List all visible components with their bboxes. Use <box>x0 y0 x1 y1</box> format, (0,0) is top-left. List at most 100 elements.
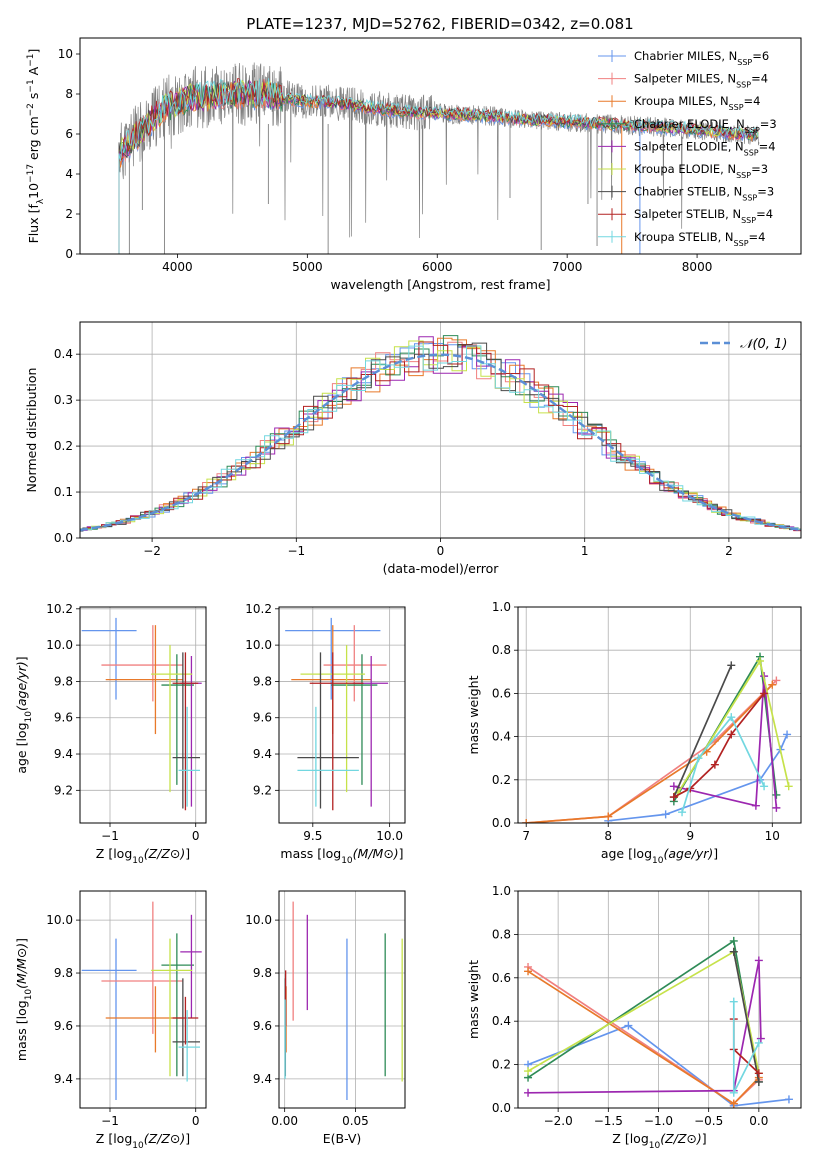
y-tick-label: 0.8 <box>492 927 511 941</box>
weight-point <box>694 754 703 763</box>
label-part: mass [log <box>14 1000 29 1061</box>
legend-label: Salpeter MILES, NSSP=4 <box>634 72 768 90</box>
y-tick-label: 10.2 <box>245 602 272 616</box>
x-tick-label: −0.5 <box>694 1114 723 1128</box>
y-tick-label: 9.4 <box>54 1072 73 1086</box>
legend-label: 𝒩(0, 1) <box>740 337 787 352</box>
legend-model-name: Kroupa MILES, N <box>634 94 729 108</box>
y-tick-label: 0.4 <box>54 347 73 361</box>
legend-subscript: SSP <box>745 125 760 134</box>
legend-model-name: Kroupa STELIB, N <box>634 230 734 244</box>
weight-point <box>729 936 738 945</box>
x-tick-label: 8 <box>604 829 612 843</box>
label-subscript: 10 <box>341 856 353 866</box>
y-tick-label: 0.0 <box>492 1101 511 1115</box>
weight-point <box>729 947 738 956</box>
x-axis-label: age [log10(age/yr)] <box>601 846 718 866</box>
axes-frame <box>278 606 406 824</box>
legend-nssp: =4 <box>751 72 768 86</box>
label-subscript: 10 <box>652 856 664 866</box>
weight-point <box>524 1088 533 1097</box>
mass-vs-extinction-panel: 0.00 0.05 9.4 9.6 9.8 10.0 E(B-V) <box>245 890 406 1146</box>
axes-frame <box>79 890 207 1109</box>
y-label-part: −2 <box>26 103 36 116</box>
y-tick-label: 9.2 <box>253 783 272 797</box>
legend-model-name: Chabrier ELODIE, N <box>634 117 745 131</box>
label-part: ] <box>702 1131 707 1146</box>
x-axis-label: E(B-V) <box>323 1131 362 1146</box>
x-tick-label: −1.5 <box>594 1114 623 1128</box>
model-spectrum-kroupa-stelib <box>118 78 759 254</box>
weight-point <box>754 1077 763 1086</box>
legend-subscript: SSP <box>734 238 749 247</box>
label-part: (M/M⊙) <box>353 846 399 861</box>
y-tick-label: 9.8 <box>253 674 272 688</box>
x-tick-label: −1 <box>101 1114 119 1128</box>
weight-line-salpeter-elodie <box>527 960 762 1094</box>
label-part: ] <box>14 938 29 943</box>
weight-point <box>755 657 764 665</box>
legend-model-name: Salpeter MILES, N <box>634 72 736 86</box>
y-tick-label: 0.4 <box>492 730 511 744</box>
axes-frame <box>278 890 406 1109</box>
legend-subscript: SSP <box>736 80 751 89</box>
x-tick-label: 2 <box>725 544 733 558</box>
weight-point <box>669 793 678 802</box>
y-tick-label: 10.0 <box>245 913 272 927</box>
x-tick-label: −1 <box>287 544 305 558</box>
x-tick-label: 5000 <box>292 260 323 274</box>
legend-label: Salpeter STELIB, NSSP=4 <box>634 207 773 225</box>
weight-line-chabrier-stelib <box>673 664 733 798</box>
label-subscript: 10 <box>132 856 144 866</box>
y-axis-label: mass weight <box>466 675 481 754</box>
legend-label: Chabrier STELIB, NSSP=3 <box>634 185 774 203</box>
x-tick-label: 4000 <box>162 260 193 274</box>
x-tick-label: −1 <box>101 829 119 843</box>
legend-subscript: SSP <box>744 148 759 157</box>
x-tick-label: 0 <box>192 1114 200 1128</box>
axes-frame <box>517 890 802 1109</box>
y-label-part: 10 <box>26 183 41 199</box>
label-part: (age/yr) <box>663 846 713 861</box>
x-axis-label: Z [log10(Z/Z⊙)] <box>612 1131 706 1151</box>
y-label-part: −1 <box>26 79 36 92</box>
y-tick-label: 4 <box>65 167 73 181</box>
label-part: ] <box>185 1131 190 1146</box>
weight-point <box>524 1067 533 1076</box>
x-tick-label: 0.05 <box>342 1114 369 1128</box>
x-tick-label: −2 <box>143 544 161 558</box>
y-tick-label: 0.2 <box>492 773 511 787</box>
y-label-part: A <box>26 66 41 79</box>
y-axis-label: age [log10(age/yr)] <box>14 656 34 773</box>
y-axis-label: mass weight <box>466 960 481 1039</box>
weight-point <box>768 680 777 689</box>
x-tick-label: 0.0 <box>749 1114 768 1128</box>
legend-model-name: Salpeter ELODIE, N <box>634 139 744 153</box>
label-subscript: 10 <box>24 989 34 1001</box>
y-tick-label: 10.0 <box>46 638 73 652</box>
x-axis-label: wavelength [Angstrom, rest frame] <box>330 277 550 292</box>
weight-line-chabrier-stelib <box>732 951 760 1083</box>
label-part: (Z/Z⊙) <box>660 1131 702 1146</box>
label-part: (age/yr) <box>14 661 29 711</box>
legend-label: Kroupa STELIB, NSSP=4 <box>634 230 765 248</box>
label-part: (Z/Z⊙) <box>144 846 186 861</box>
weight-point <box>678 808 687 817</box>
label-part: ] <box>713 846 718 861</box>
legend-subscript: SSP <box>729 103 744 112</box>
legend-label: Kroupa ELODIE, NSSP=3 <box>634 162 768 180</box>
legend-subscript: SSP <box>741 216 756 225</box>
x-tick-label: 0 <box>437 544 445 558</box>
weight-point <box>754 956 763 965</box>
weight-point <box>783 730 792 739</box>
x-tick-label: 0.00 <box>271 1114 298 1128</box>
weight-point <box>727 661 736 670</box>
y-tick-label: 0.8 <box>492 643 511 657</box>
y-label-part: erg cm <box>26 116 41 164</box>
label-subscript: 10 <box>24 711 34 723</box>
weight-point <box>729 997 738 1006</box>
legend-nssp: =4 <box>749 230 766 244</box>
legend-nssp: =3 <box>751 162 768 176</box>
